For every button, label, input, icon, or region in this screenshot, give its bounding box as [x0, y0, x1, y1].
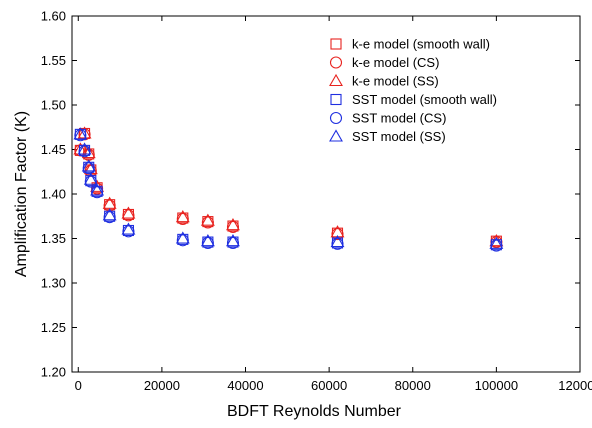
- legend-marker-circle: [329, 111, 343, 125]
- data-point-triangle: [200, 213, 215, 226]
- data-point-triangle: [175, 210, 190, 223]
- y-tick-label: 1.35: [41, 231, 66, 246]
- data-point-triangle: [226, 234, 240, 247]
- legend-marker-square: [330, 93, 342, 106]
- data-point-circle: [226, 236, 240, 249]
- data-point-triangle: [73, 127, 88, 140]
- data-point-circle: [201, 236, 214, 249]
- x-tick-label: 100000: [475, 378, 518, 393]
- data-markers: [73, 126, 504, 252]
- data-point-triangle: [200, 234, 215, 247]
- x-tick-label: 40000: [227, 378, 263, 393]
- data-point-circle: [84, 175, 97, 188]
- data-point-circle: [78, 145, 91, 158]
- x-tick-label: 60000: [311, 378, 347, 393]
- x-tick-label: 80000: [395, 378, 431, 393]
- y-tick-label: 1.45: [41, 142, 66, 157]
- legend-marker-circle: [329, 56, 343, 69]
- data-point-circle: [74, 129, 87, 142]
- y-axis-title: Amplification Factor (K): [13, 111, 30, 277]
- x-tick-label: 20000: [144, 378, 180, 393]
- legend-label: k-e model (smooth wall): [352, 37, 490, 52]
- plot-frame: [71, 15, 581, 373]
- data-point-circle: [91, 186, 104, 199]
- data-point-triangle: [121, 222, 136, 235]
- y-tick-label: 1.50: [41, 98, 66, 113]
- data-point-circle: [122, 209, 135, 222]
- legend-marker-triangle: [329, 73, 343, 87]
- y-tick-label: 1.30: [41, 276, 66, 291]
- legend-label: SST model (SS): [352, 129, 446, 144]
- data-point-triangle: [83, 172, 98, 185]
- data-point-circle: [201, 216, 214, 229]
- legend-marker-triangle: [329, 129, 343, 142]
- data-point-triangle: [77, 142, 92, 155]
- legend-label: SST model (smooth wall): [352, 92, 497, 107]
- data-point-triangle: [121, 206, 136, 219]
- data-point-circle: [122, 225, 135, 238]
- data-point-circle: [103, 211, 116, 224]
- legend-label: SST model (CS): [352, 111, 446, 126]
- data-point-circle: [82, 162, 95, 175]
- data-point-triangle: [81, 159, 96, 172]
- y-tick-label: 1.25: [41, 320, 66, 335]
- data-point-circle: [176, 212, 189, 225]
- data-point-circle: [176, 234, 189, 247]
- y-tick-label: 1.60: [41, 9, 66, 24]
- x-tick-label: 0: [75, 378, 82, 393]
- data-point-circle: [331, 228, 344, 241]
- legend-marker-square: [330, 38, 342, 50]
- x-axis-title: BDFT Reynolds Number: [227, 403, 402, 420]
- data-point-triangle: [175, 231, 190, 244]
- axis-ticks: 0 20000 40000 60000 80000 100000 120000 1.20 1.2…: [41, 9, 592, 394]
- y-tick-label: 1.20: [41, 365, 66, 380]
- data-point-triangle: [90, 183, 105, 196]
- y-tick-label: 1.55: [41, 53, 66, 68]
- data-point-circle: [490, 239, 503, 252]
- legend: k-e model (smooth wall) k-e model (CS) k-e…: [329, 37, 497, 144]
- x-tick-label: 120000: [558, 378, 592, 393]
- data-point-triangle: [81, 145, 96, 159]
- data-point-triangle: [226, 218, 240, 231]
- data-point-circle: [331, 237, 344, 250]
- legend-label: k-e model (CS): [352, 55, 439, 70]
- data-point-triangle: [330, 234, 345, 248]
- data-point-circle: [226, 220, 240, 233]
- legend-label: k-e model (SS): [352, 74, 439, 89]
- data-point-triangle: [489, 236, 504, 249]
- y-tick-label: 1.40: [41, 187, 66, 202]
- data-point-triangle: [102, 208, 117, 221]
